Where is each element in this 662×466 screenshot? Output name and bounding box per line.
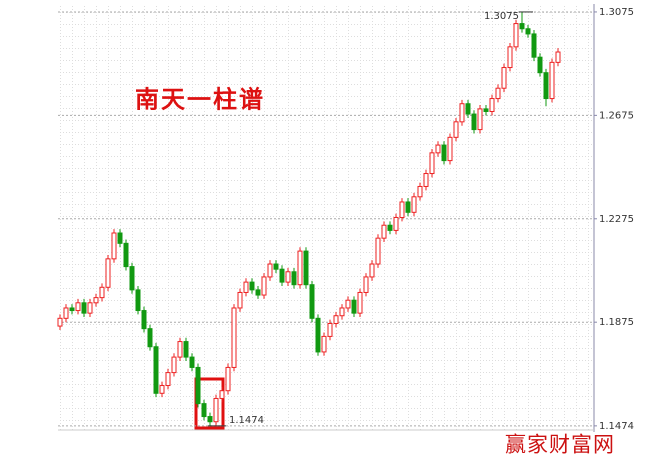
candle-body <box>507 46 513 69</box>
candle-body <box>255 289 261 296</box>
candle-body <box>261 276 267 296</box>
candle-body <box>135 289 141 312</box>
candle-body <box>363 276 369 293</box>
candle-body <box>117 232 123 244</box>
candle-body <box>339 307 345 317</box>
candle-body <box>543 72 549 100</box>
candle-body <box>93 297 99 304</box>
candle-body <box>147 328 153 348</box>
candle-body <box>195 366 201 405</box>
candle-body <box>555 51 561 63</box>
candle-body <box>249 281 255 291</box>
candle-body <box>129 266 135 291</box>
candle-body <box>405 201 411 213</box>
candle-body <box>141 310 147 330</box>
candle-body <box>273 263 279 270</box>
candle-body <box>123 242 129 268</box>
candle-body <box>441 144 447 162</box>
candle-body <box>189 356 195 368</box>
y-tick-label: 1.1474 <box>599 421 634 432</box>
candle-body <box>375 237 381 265</box>
chart-title: 南天一柱谱 <box>135 85 265 114</box>
candle-body <box>279 268 285 283</box>
candle-body <box>513 23 519 48</box>
candle-body <box>231 307 237 368</box>
candle-body <box>519 23 525 30</box>
candle-body <box>309 284 315 319</box>
y-tick-label: 1.2675 <box>599 110 634 121</box>
candle-body <box>285 271 291 283</box>
candle-body <box>153 346 159 394</box>
candle-body <box>99 286 105 299</box>
candle-body <box>333 315 339 324</box>
candle-body <box>495 87 501 100</box>
candle-body <box>351 299 357 314</box>
candle-body <box>291 271 297 286</box>
candle-body <box>225 366 231 392</box>
candle-body <box>387 224 393 231</box>
candle-body <box>207 416 213 423</box>
candle-body <box>357 291 363 314</box>
candle-body <box>237 291 243 309</box>
candle-body <box>345 299 351 309</box>
candle-body <box>501 67 507 89</box>
max-label: 1.3075 <box>484 11 519 22</box>
candle-body <box>315 317 321 353</box>
candle-body <box>429 152 435 175</box>
candle-body <box>399 201 405 218</box>
candle-body <box>435 144 441 154</box>
candle-body <box>549 61 555 100</box>
candle-body <box>459 103 465 123</box>
candle-body <box>327 322 333 337</box>
candle-body <box>525 28 531 35</box>
candle-body <box>63 307 69 319</box>
candle-body <box>87 302 93 314</box>
candle-body <box>417 185 423 198</box>
candle-body <box>159 385 165 394</box>
candle-body <box>537 56 543 74</box>
candle-body <box>171 356 177 374</box>
candle-body <box>183 341 189 358</box>
candle-body <box>447 136 453 162</box>
candle-body <box>393 216 399 231</box>
candle-body <box>411 196 417 213</box>
candle-body <box>57 317 63 327</box>
candle-body <box>483 108 489 112</box>
y-tick-label: 1.2275 <box>599 214 634 225</box>
candle-body <box>471 113 477 131</box>
candle-body <box>201 403 207 418</box>
candle-body <box>423 173 429 187</box>
candle-body <box>321 335 327 353</box>
candle-body <box>453 121 459 138</box>
candle-body <box>75 302 81 312</box>
candle-body <box>105 258 111 288</box>
candle-body <box>243 281 249 293</box>
watermark: 赢家财富网 <box>505 433 615 457</box>
candle-body <box>111 232 117 260</box>
candle-body <box>303 250 309 286</box>
candle-body <box>531 33 537 58</box>
candle-body <box>297 250 303 286</box>
plot-background <box>58 6 594 430</box>
candle-body <box>213 397 219 423</box>
candle-body <box>69 307 75 312</box>
candle-body <box>267 263 273 278</box>
y-tick-label: 1.3075 <box>599 7 634 18</box>
candle-body <box>81 302 87 314</box>
candle-body <box>165 372 171 387</box>
candle-body <box>465 103 471 115</box>
candle-body <box>381 224 387 239</box>
y-tick-label: 1.1875 <box>599 317 634 328</box>
candle-body <box>369 263 375 278</box>
candle-body <box>477 108 483 131</box>
min-label: 1.1474 <box>229 415 264 426</box>
candle-body <box>219 390 225 399</box>
candle-body <box>489 98 495 112</box>
candle-body <box>177 341 183 358</box>
